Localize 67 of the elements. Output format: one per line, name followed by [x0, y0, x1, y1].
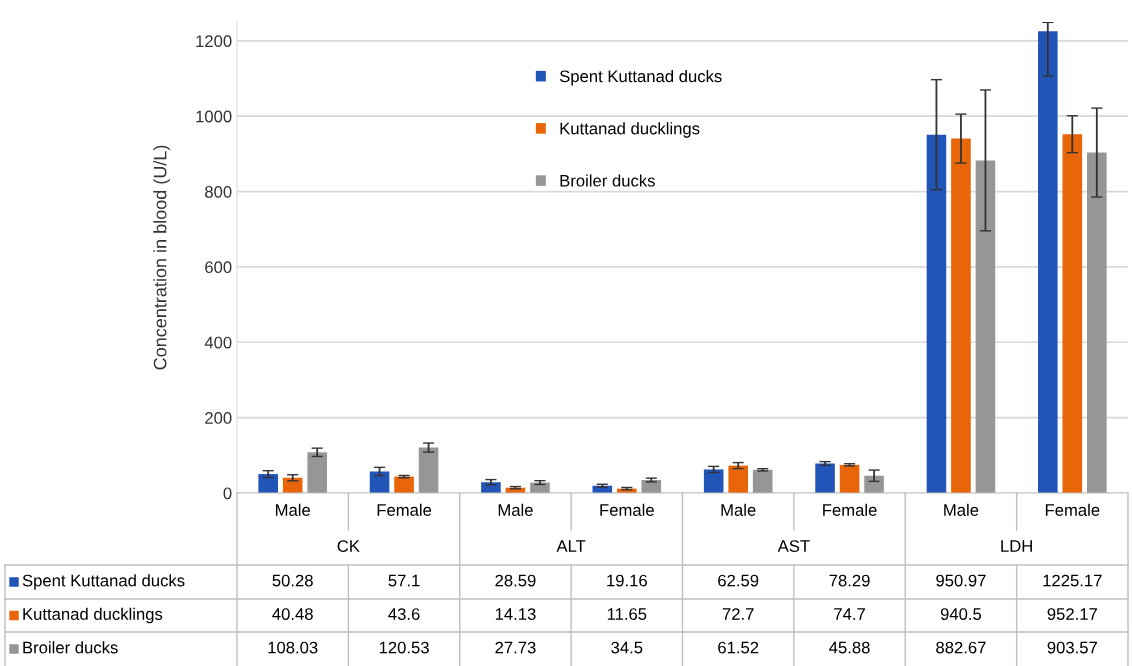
bar — [369, 471, 390, 493]
bar — [815, 463, 835, 493]
data-label: 940.5 — [940, 608, 982, 620]
x-tick-label: Male — [721, 503, 756, 516]
data-label: 57.1 — [388, 574, 420, 587]
legend-label: Spent Kuttanad ducks — [559, 69, 722, 86]
bar — [418, 447, 439, 493]
data-label: 61.52 — [718, 641, 759, 654]
bar — [703, 469, 724, 493]
bar — [839, 464, 860, 493]
x-tick-label: Female — [1045, 503, 1100, 516]
data-label: 120.53 — [379, 641, 429, 654]
bar — [1087, 152, 1107, 493]
data-label: 952.17 — [1047, 608, 1097, 620]
bar — [752, 469, 773, 493]
bar — [258, 474, 278, 493]
data-label: 19.16 — [607, 574, 647, 587]
legend-label: Kuttanad ducklings — [560, 122, 700, 138]
data-label: 40.48 — [272, 608, 313, 620]
text: Spent Kuttanad ducks — [22, 574, 185, 590]
data-label: 28.59 — [495, 574, 536, 587]
text: ALT — [556, 540, 586, 552]
data-label: 45.88 — [829, 641, 870, 654]
data-label: 882.67 — [936, 641, 986, 654]
y-tick-label: 1200 — [196, 35, 232, 48]
x-tick-label: Male — [275, 503, 311, 516]
y-tick-label: 800 — [205, 185, 232, 198]
x-tick-label: Female — [823, 503, 877, 516]
bar — [1038, 31, 1058, 493]
x-tick-label: Male — [498, 503, 533, 516]
bar — [307, 452, 327, 493]
bar — [864, 475, 884, 493]
data-label: 50.28 — [272, 574, 313, 587]
y-tick-label: 1000 — [196, 110, 232, 123]
y-tick-label: 200 — [205, 412, 232, 424]
data-label: 43.6 — [388, 608, 420, 620]
data-label: 14.13 — [495, 608, 536, 620]
data-label: 34.5 — [611, 641, 643, 654]
bar — [1062, 134, 1083, 493]
data-label: 72.7 — [722, 608, 754, 620]
data-label: 27.73 — [495, 641, 536, 654]
bar — [926, 134, 947, 493]
text: LDH — [1001, 540, 1032, 552]
bar — [975, 160, 996, 493]
data-label: 1225.17 — [1043, 574, 1102, 587]
x-tick-label: Female — [600, 503, 654, 516]
text: AST — [777, 540, 810, 552]
data-label: 78.29 — [829, 574, 870, 587]
data-label: 62.59 — [718, 574, 759, 587]
x-tick-label: Female — [377, 503, 432, 516]
data-label: 11.65 — [607, 608, 647, 620]
legend-label: Broiler ducks — [560, 174, 655, 187]
text: CK — [337, 540, 360, 552]
data-label: 903.57 — [1047, 641, 1097, 654]
data-label: 74.7 — [834, 608, 865, 620]
y-axis-title: Concentration in blood (U/L) — [153, 145, 171, 370]
data-label: 108.03 — [268, 641, 318, 654]
y-tick-label: 400 — [204, 336, 232, 349]
text: Broiler ducks — [23, 641, 118, 654]
text: Kuttanad ducklings — [23, 607, 163, 624]
bar — [951, 138, 971, 493]
y-tick-label: 0 — [223, 487, 232, 500]
bar — [394, 476, 414, 493]
x-tick-label: Male — [944, 503, 979, 516]
y-tick-label: 600 — [205, 261, 232, 274]
data-label: 950.97 — [936, 574, 986, 587]
bar — [728, 465, 748, 493]
